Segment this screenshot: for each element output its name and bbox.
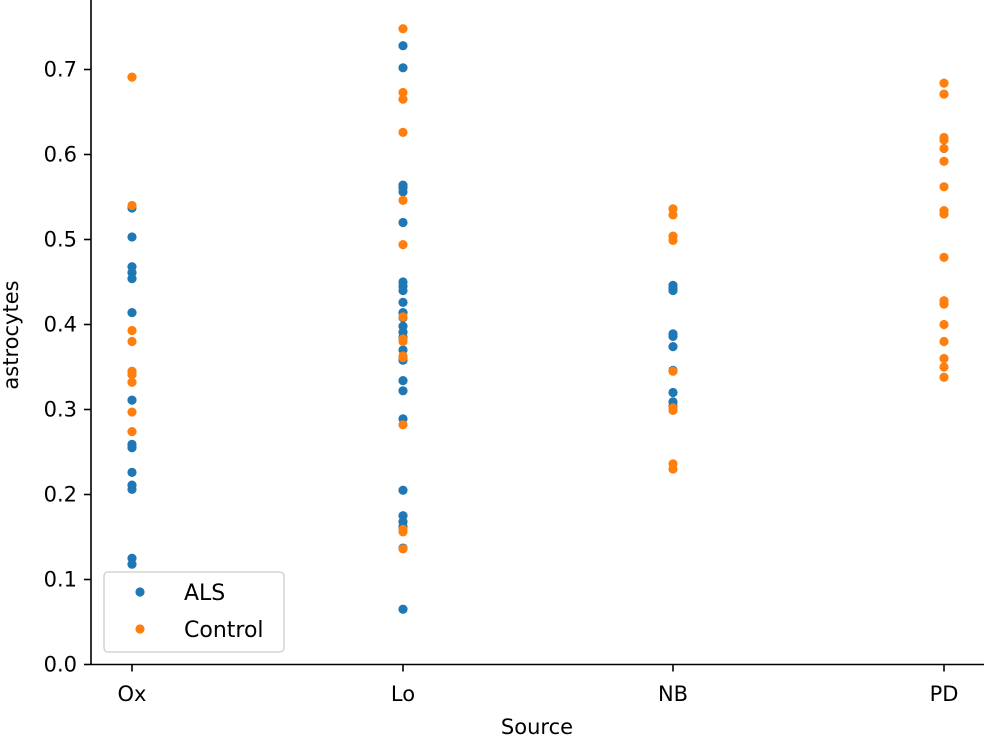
data-point-als [668,285,678,296]
y-ticks: 0.0 0.1 0.2 0.3 0.4 0.5 0.6 0.7 [44,58,91,677]
data-point-als [398,485,408,495]
data-point-control [939,182,949,192]
data-point-control [939,372,949,382]
data-point-control [939,156,949,166]
data-point-control [668,366,678,376]
data-point-als [127,232,137,242]
data-point-als [127,395,137,405]
data-point-control [668,405,678,415]
data-point-control [398,336,408,347]
data-point-als [668,342,678,352]
data-point-als [398,376,408,386]
data-point-als [398,187,408,197]
data-point-control [939,336,949,347]
data-point-control [127,325,137,336]
data-point-control [127,336,137,347]
data-points [127,24,949,614]
data-point-control [668,464,678,474]
data-point-control [939,89,949,99]
y-tick-label: 0.2 [44,483,77,507]
data-point-als [127,484,137,494]
data-point-control [127,200,137,211]
data-point-als [398,386,408,396]
data-point-control [398,24,408,34]
y-tick-label: 0.3 [44,398,77,422]
data-point-control [668,210,678,220]
data-point-control [939,362,949,372]
data-point-als [398,217,408,228]
y-tick-label: 0.5 [44,228,77,252]
data-point-control [939,143,949,154]
y-tick-label: 0.4 [44,313,77,337]
data-point-control [127,72,137,82]
data-point-control [398,127,408,137]
data-point-als [668,387,678,398]
data-point-als [398,63,408,73]
legend-marker-als [135,587,145,597]
y-tick-label: 0.7 [44,58,77,82]
x-tick-label: PD [930,682,959,706]
legend-box [103,571,285,653]
data-point-control [127,407,137,417]
y-tick-label: 0.1 [44,568,77,592]
y-axis-label: astrocytes [0,280,23,389]
data-point-control [127,427,137,437]
data-point-control [127,370,137,380]
data-point-als [398,285,408,296]
legend: ALS Control [103,571,285,653]
axes [90,0,984,666]
data-point-control [398,527,408,537]
y-tick-label: 0.6 [44,143,77,167]
data-point-als [127,274,137,284]
data-point-als [127,443,137,453]
data-point-control [398,312,408,322]
data-point-control [398,195,408,205]
data-point-control [398,94,408,104]
data-point-control [939,209,949,219]
x-tick-label: Lo [391,682,415,706]
data-point-als [398,297,408,307]
data-point-control [939,135,949,145]
data-point-control [398,353,408,363]
data-point-als [398,41,408,51]
x-axis-label: Source [501,715,573,739]
data-point-control [127,377,137,387]
data-point-als [127,308,137,318]
data-point-control [668,235,678,245]
data-point-als [668,331,678,341]
x-tick-label: Ox [118,682,147,706]
data-point-control [398,87,408,98]
legend-marker-control [135,624,145,634]
data-point-control [939,78,949,88]
data-point-control [939,353,949,364]
data-point-als [127,467,137,477]
data-point-als [127,559,137,569]
x-tick-label: NB [658,682,688,706]
legend-label-als: ALS [184,581,225,606]
data-point-control [939,319,949,330]
data-point-control [398,240,408,250]
legend-label-control: Control [184,618,264,643]
data-point-control [398,420,408,430]
data-point-control [939,299,949,309]
y-tick-label: 0.0 [44,653,77,677]
data-point-control [398,544,408,554]
x-ticks: Ox Lo NB PD [118,664,959,706]
data-point-control [939,252,949,262]
data-point-als [398,604,408,614]
